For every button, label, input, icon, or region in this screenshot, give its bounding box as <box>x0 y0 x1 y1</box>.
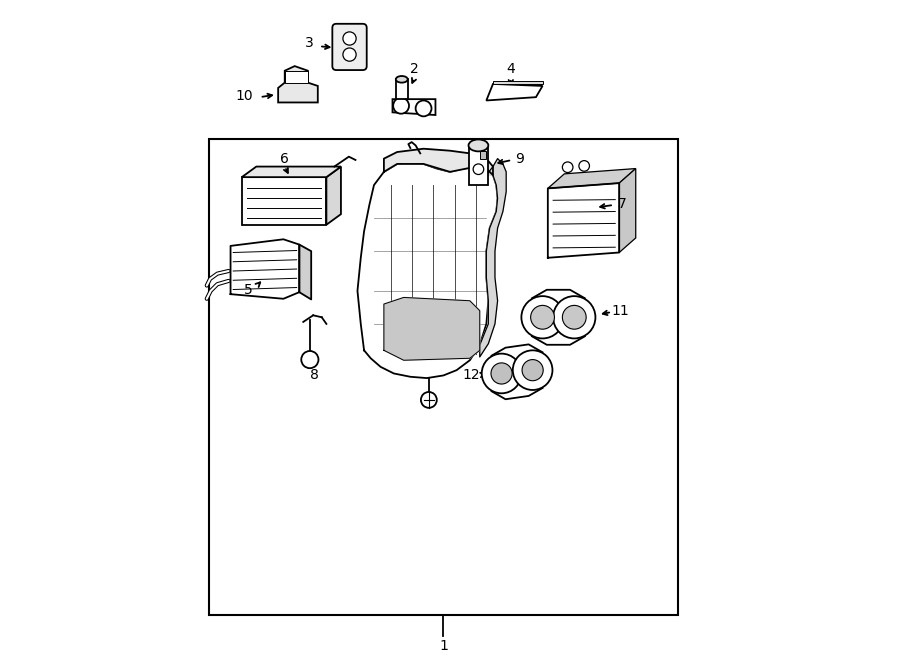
Polygon shape <box>384 149 493 175</box>
Polygon shape <box>357 162 498 378</box>
Polygon shape <box>493 81 543 84</box>
Circle shape <box>473 164 483 175</box>
Circle shape <box>416 100 431 116</box>
Circle shape <box>343 32 356 45</box>
Polygon shape <box>300 245 311 299</box>
Text: 10: 10 <box>235 89 253 103</box>
Circle shape <box>531 305 554 329</box>
Circle shape <box>491 363 512 384</box>
Polygon shape <box>480 159 506 357</box>
Circle shape <box>513 350 553 390</box>
Circle shape <box>343 48 356 61</box>
Polygon shape <box>548 169 635 188</box>
Circle shape <box>521 296 563 338</box>
Text: 1: 1 <box>439 639 448 654</box>
Text: 8: 8 <box>310 368 319 383</box>
Polygon shape <box>548 183 619 258</box>
Polygon shape <box>284 71 308 83</box>
Text: 12: 12 <box>463 368 480 383</box>
Text: 11: 11 <box>612 303 629 318</box>
Polygon shape <box>327 167 341 225</box>
Circle shape <box>562 162 573 173</box>
Circle shape <box>579 161 590 171</box>
Circle shape <box>482 354 521 393</box>
Polygon shape <box>384 297 480 360</box>
Polygon shape <box>242 167 341 177</box>
Text: 6: 6 <box>280 151 289 166</box>
Polygon shape <box>469 145 489 185</box>
Ellipse shape <box>396 76 408 83</box>
Ellipse shape <box>469 139 489 151</box>
Circle shape <box>421 392 436 408</box>
Polygon shape <box>619 169 635 253</box>
Polygon shape <box>242 177 327 225</box>
FancyBboxPatch shape <box>332 24 366 70</box>
Text: 2: 2 <box>410 62 418 77</box>
Bar <box>209 139 678 615</box>
Circle shape <box>554 296 596 338</box>
Circle shape <box>302 351 319 368</box>
Text: 7: 7 <box>617 196 626 211</box>
Polygon shape <box>396 79 408 99</box>
Circle shape <box>522 360 544 381</box>
Polygon shape <box>230 239 300 299</box>
Polygon shape <box>486 84 543 100</box>
Text: 3: 3 <box>305 36 313 50</box>
Text: 5: 5 <box>244 282 253 297</box>
Polygon shape <box>392 99 436 115</box>
Text: 9: 9 <box>515 151 524 166</box>
Text: 4: 4 <box>507 62 515 77</box>
Polygon shape <box>481 151 486 159</box>
Circle shape <box>393 98 409 114</box>
Circle shape <box>562 305 586 329</box>
Polygon shape <box>278 66 318 102</box>
